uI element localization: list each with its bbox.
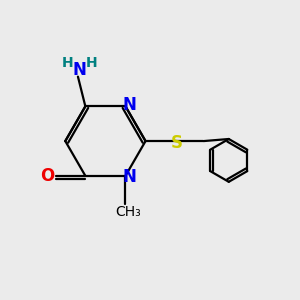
Text: N: N [73,61,86,79]
Text: CH₃: CH₃ [115,206,141,219]
Text: H: H [85,56,97,70]
Text: N: N [122,168,136,186]
Text: H: H [62,56,73,70]
Text: O: O [40,167,54,185]
Text: N: N [122,96,136,114]
Text: S: S [171,134,183,152]
